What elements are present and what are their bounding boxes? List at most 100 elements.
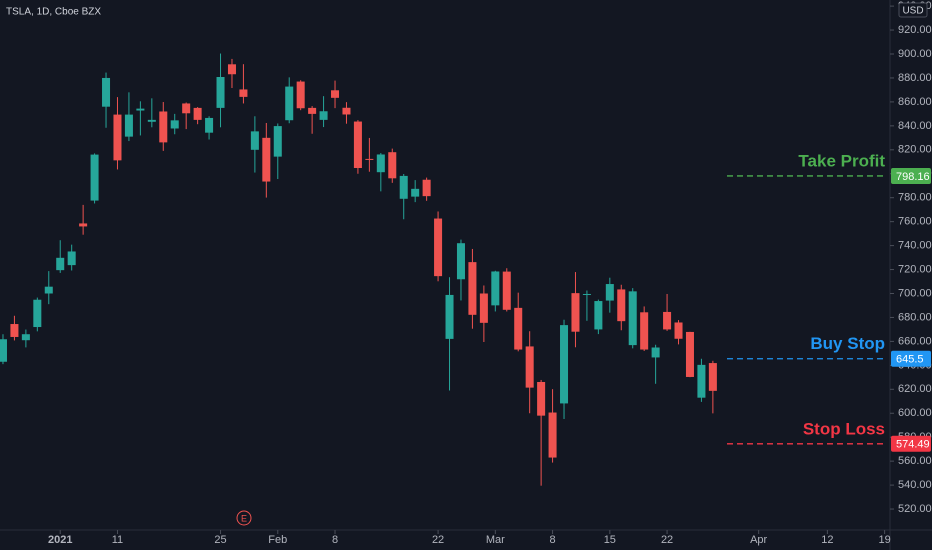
candle-body bbox=[502, 271, 511, 310]
x-tick-label: 8 bbox=[550, 534, 556, 546]
candle-body bbox=[399, 175, 408, 199]
y-tick-label: 740.00 bbox=[898, 240, 932, 252]
candle-body bbox=[422, 179, 431, 197]
candle-body bbox=[113, 114, 122, 161]
candle-body bbox=[640, 312, 649, 350]
candle-body bbox=[582, 293, 591, 295]
x-tick-label: 8 bbox=[332, 534, 338, 546]
y-tick-label: 900.00 bbox=[898, 48, 932, 60]
candle-body bbox=[342, 107, 351, 115]
candle-body bbox=[296, 81, 305, 109]
candle-body bbox=[21, 334, 30, 341]
candle-body bbox=[227, 64, 236, 75]
candle-body bbox=[708, 363, 717, 391]
x-tick-label: 19 bbox=[878, 534, 890, 546]
candle-body bbox=[388, 152, 397, 179]
candle-body bbox=[0, 339, 7, 362]
candle-body bbox=[124, 114, 133, 137]
chart-title: TSLA, 1D, Cboe BZX bbox=[6, 7, 101, 18]
candle-body bbox=[697, 364, 706, 398]
candle-body bbox=[44, 286, 53, 294]
y-tick-label: 720.00 bbox=[898, 263, 932, 275]
candle-body bbox=[537, 381, 546, 416]
y-tick-label: 660.00 bbox=[898, 335, 932, 347]
candle-body bbox=[434, 218, 443, 277]
candle-body bbox=[456, 243, 465, 280]
candle-body bbox=[56, 257, 65, 271]
candle-body bbox=[159, 111, 168, 143]
candle-body bbox=[216, 76, 225, 108]
earnings-label: E bbox=[241, 513, 247, 523]
y-tick-label: 600.00 bbox=[898, 407, 932, 419]
x-tick-label: 22 bbox=[661, 534, 673, 546]
x-tick-label: Feb bbox=[268, 534, 287, 546]
candle-body bbox=[67, 251, 76, 266]
currency: USD bbox=[902, 6, 923, 17]
candle-body bbox=[331, 90, 340, 98]
candle-body bbox=[33, 299, 42, 328]
y-tick-label: 840.00 bbox=[898, 120, 932, 132]
x-tick-label: Mar bbox=[486, 534, 505, 546]
candle-body bbox=[365, 158, 374, 160]
candle-body bbox=[170, 120, 179, 129]
candle-body bbox=[594, 301, 603, 330]
candle-body bbox=[79, 223, 88, 227]
candle-body bbox=[193, 107, 202, 120]
x-tick-label: Apr bbox=[750, 534, 767, 546]
candle-body bbox=[308, 107, 317, 114]
candle-body bbox=[353, 121, 362, 169]
candle-body bbox=[468, 262, 477, 315]
y-tick-label: 820.00 bbox=[898, 144, 932, 156]
candle-body bbox=[617, 289, 626, 322]
candle-body bbox=[491, 271, 500, 306]
candle-body bbox=[262, 137, 271, 182]
level-price-box bbox=[891, 435, 931, 452]
candle-body bbox=[10, 324, 19, 337]
candle-body bbox=[663, 311, 672, 330]
level-name: Stop Loss bbox=[803, 419, 885, 438]
candle-body bbox=[147, 119, 156, 122]
y-tick-label: 920.00 bbox=[898, 24, 932, 36]
candle-body bbox=[376, 154, 385, 173]
x-tick-label: 12 bbox=[821, 534, 833, 546]
candle-body bbox=[411, 188, 420, 197]
x-tick-label: 2021 bbox=[48, 534, 72, 546]
candle-body bbox=[285, 86, 294, 121]
level-name: Buy Stop bbox=[810, 334, 885, 353]
x-tick-label: 25 bbox=[214, 534, 226, 546]
candle-body bbox=[102, 77, 111, 107]
level-price-box bbox=[891, 167, 931, 184]
earnings-marker bbox=[236, 510, 252, 526]
level-price-box bbox=[891, 350, 931, 367]
candle-body bbox=[628, 291, 637, 346]
candle-body bbox=[205, 117, 214, 133]
candle-body bbox=[90, 154, 99, 201]
x-tick-label: 11 bbox=[112, 534, 123, 546]
candle-body bbox=[319, 111, 328, 120]
x-tick-label: 15 bbox=[604, 534, 616, 546]
y-tick-label: 880.00 bbox=[898, 72, 932, 84]
candle-body bbox=[239, 89, 248, 97]
y-tick-label: 680.00 bbox=[898, 311, 932, 323]
candle-body bbox=[685, 331, 694, 377]
currency-box bbox=[898, 2, 928, 18]
candle-body bbox=[674, 322, 683, 339]
y-tick-label: 860.00 bbox=[898, 96, 932, 108]
y-tick-label: 540.00 bbox=[898, 479, 932, 491]
candle-body bbox=[605, 284, 614, 301]
y-tick-label: 620.00 bbox=[898, 383, 932, 395]
candle-body bbox=[514, 307, 523, 350]
candle-body bbox=[560, 325, 569, 404]
y-tick-label: 520.00 bbox=[898, 503, 932, 515]
level-name: Take Profit bbox=[798, 151, 885, 170]
candle-body bbox=[571, 293, 580, 332]
candle-body bbox=[136, 108, 145, 111]
y-tick-label: 700.00 bbox=[898, 287, 932, 299]
candle-body bbox=[651, 347, 660, 358]
candle-body bbox=[548, 412, 557, 458]
level-price: 798.16 bbox=[896, 171, 930, 183]
level-price: 574.49 bbox=[896, 439, 930, 451]
candle-body bbox=[445, 294, 454, 339]
